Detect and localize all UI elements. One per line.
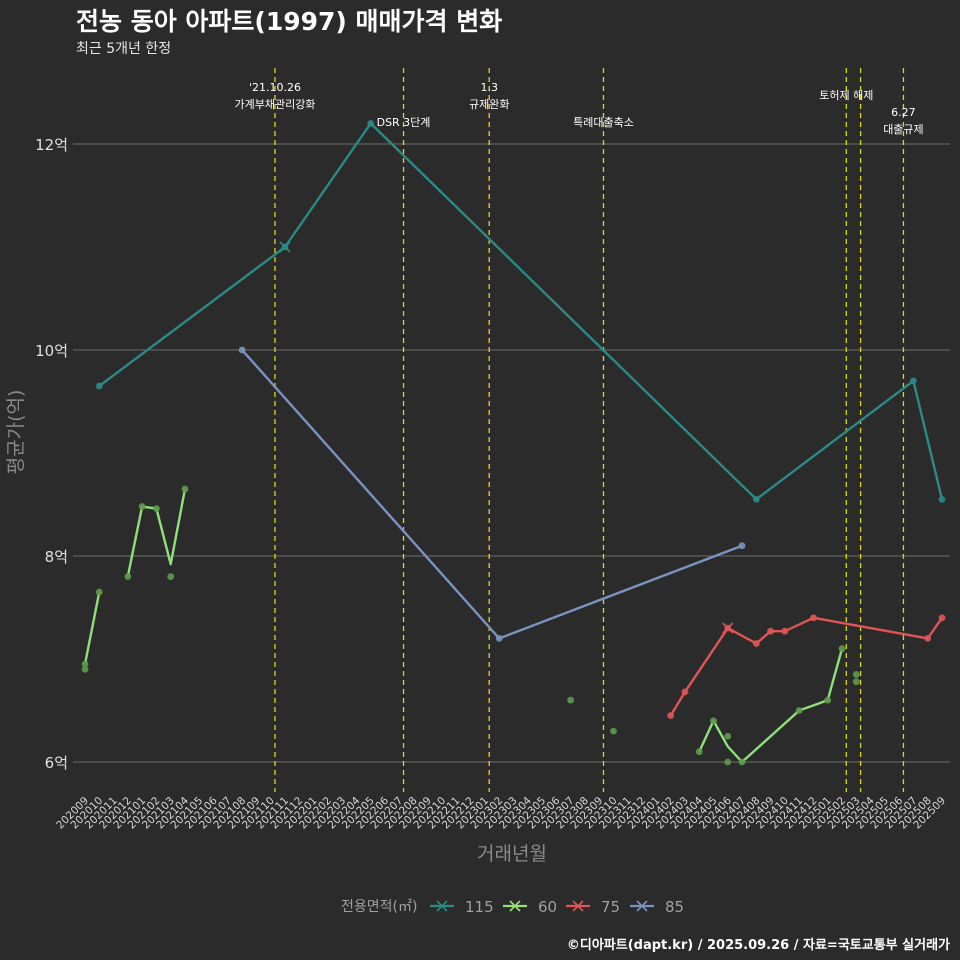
data-point-60 [838,645,846,653]
data-point-60 [695,748,703,756]
data-point-60 [124,573,132,580]
data-point-75 [667,712,675,720]
x-axis-label: 거래년월 [477,843,547,865]
event-label: '21.10.26 [249,81,301,94]
event-label: 1.3 [480,81,498,94]
data-point-75 [781,627,789,635]
data-point-60 [81,665,89,673]
data-point-60 [710,717,717,725]
data-point-75 [752,640,760,647]
data-point-60 [167,573,175,580]
data-point-115 [95,382,103,390]
legend-cross-60 [509,900,521,912]
event-label: 특례대출축소 [573,116,634,129]
data-point-60 [795,707,803,714]
legend-cross-85 [636,900,648,912]
y-tick-label: 12억 [35,136,68,154]
series-line-75 [669,616,943,717]
legend-title: 전용면적(㎡) [341,899,417,915]
event-label: DSR 3단계 [377,116,431,129]
y-axis-ticks: 6억 8억 10억 12억 [35,136,68,772]
series-line-60 [126,488,187,577]
data-point-115 [367,120,375,127]
x-axis-ticks: 2020092020102020112020122021012021022021… [54,794,948,831]
series-line-60 [698,648,844,764]
data-point-75 [810,614,817,622]
chart-subtitle: 최근 5개년 한정 [76,41,172,57]
chart-title: 전농 동아 아파트(1997) 매매가격 변화 [76,7,503,36]
data-point-60 [724,732,732,740]
data-point-60 [610,727,617,735]
data-point-85 [738,542,746,550]
series-lines [83,122,944,764]
series-line-60 [83,591,101,665]
data-point-60 [724,758,732,766]
data-point-60 [738,758,746,766]
y-tick-label: 10억 [35,342,68,360]
event-label: 가계부채관리강화 [234,98,315,111]
data-point-60 [181,485,189,493]
data-point-60 [153,505,160,513]
data-point-115 [938,495,946,503]
legend-label-60: 60 [538,898,557,916]
series-points [81,120,946,766]
event-label: 6.27 [891,106,916,119]
legend: 전용면적(㎡) 115 60 75 85 [341,898,684,916]
data-cross-115 [279,241,291,253]
data-point-75 [938,614,946,622]
data-point-60 [138,503,146,510]
data-point-75 [924,635,932,642]
y-axis-label: 평균가(억) [5,390,27,475]
series-line-85 [241,349,743,640]
data-point-60 [852,671,860,678]
data-point-75 [767,627,774,635]
legend-cross-115 [436,900,448,912]
y-tick-label: 8억 [45,548,68,566]
y-tick-label: 6억 [45,754,68,772]
legend-label-115: 115 [465,898,494,916]
grid-lines [73,143,950,763]
legend-label-85: 85 [665,898,684,916]
data-point-115 [752,495,760,503]
event-label: 대출규제 [883,123,923,136]
legend-cross-75 [572,900,584,912]
source-caption: ©디아파트(dapt.kr) / 2025.09.26 / 자료=국토교통부 실… [566,938,950,953]
data-point-85 [238,346,246,354]
series-line-115 [98,122,944,501]
data-point-60 [852,678,860,686]
data-point-60 [95,588,103,596]
data-cross-75 [722,622,734,634]
data-point-75 [681,688,689,696]
data-point-115 [910,377,917,385]
data-point-60 [824,696,832,704]
event-label: 규제완화 [469,98,509,111]
data-point-85 [495,635,503,642]
data-point-60 [567,696,575,704]
data-point-60 [81,660,89,668]
event-label: 토허제 해제 [819,88,873,102]
legend-label-75: 75 [601,898,620,916]
